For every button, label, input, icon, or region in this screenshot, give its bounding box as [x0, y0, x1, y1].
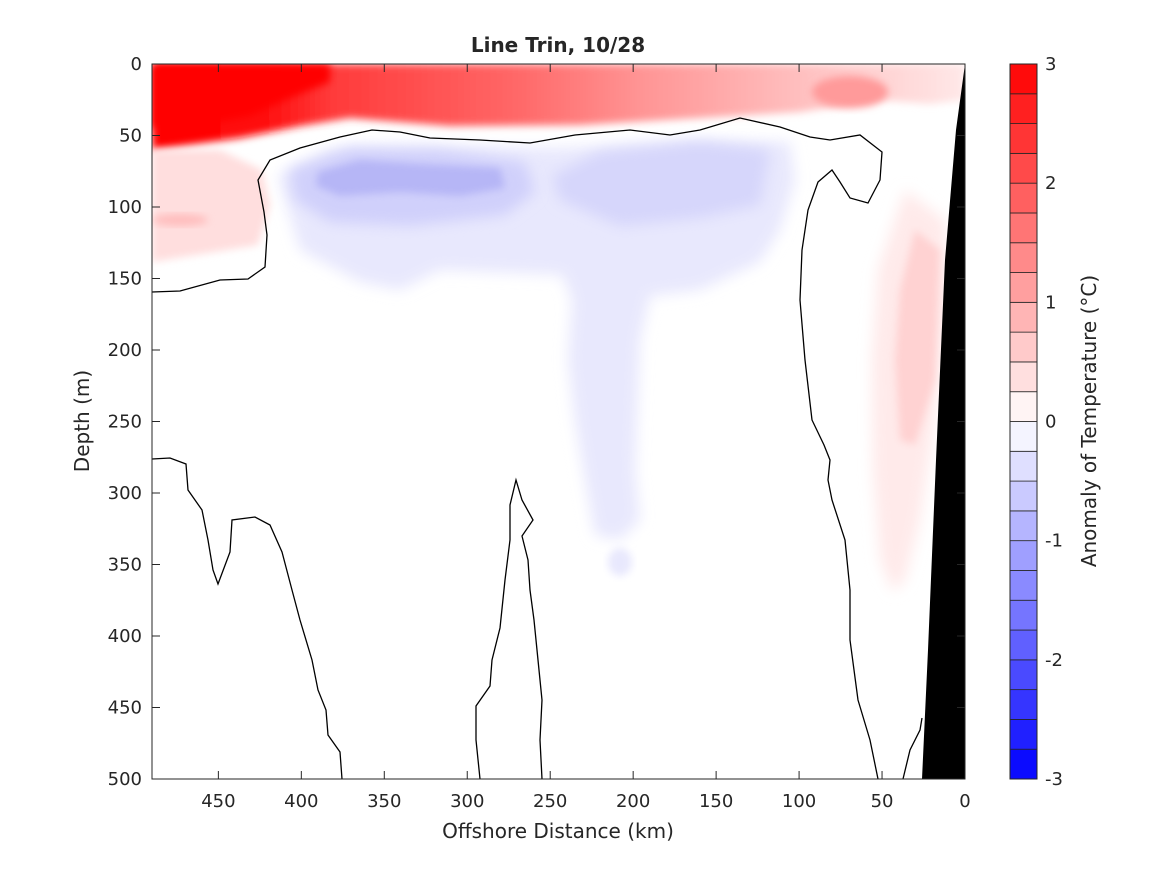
y-tick-label: 150: [108, 269, 142, 290]
x-tick-label: 150: [699, 791, 733, 812]
colorbar-tick-label: 2: [1045, 173, 1056, 194]
bathymetry: [922, 64, 965, 779]
colorbar-tick-label: 1: [1045, 292, 1056, 313]
y-tick-label: 450: [108, 698, 142, 719]
region-cold-core: [316, 160, 505, 196]
colorbar-bin: [1009, 510, 1038, 542]
y-tick-label: 500: [108, 769, 142, 790]
colorbar-bin: [1009, 629, 1038, 661]
y-tick-label: 100: [108, 197, 142, 218]
zero-contour-nearshore: [902, 717, 923, 779]
colorbar-tick-label: -1: [1045, 531, 1063, 552]
region-cold-tongue-tail: [608, 548, 632, 576]
contour-fills: [152, 64, 965, 592]
colorbar-bin: [1009, 391, 1038, 422]
x-tick-label: 300: [450, 791, 484, 812]
colorbar-label: Anomaly of Temperature (°C): [1077, 275, 1101, 567]
y-axis: 0 50 100 150 200 250 300 350 400 450 500: [108, 54, 965, 790]
y-tick-label: 350: [108, 555, 142, 576]
colorbar-bin: [1009, 152, 1038, 184]
colorbar-tick-label: 3: [1045, 54, 1056, 75]
chart-title: Line Trin, 10/28: [471, 33, 645, 57]
zero-contours: [152, 117, 923, 779]
region-offshore-subsurface-warm: [152, 150, 270, 262]
zero-contour-upper: [152, 117, 883, 779]
region-cold-light: [278, 140, 795, 540]
x-tick-label: 100: [782, 791, 816, 812]
x-axis: 450 400 350 300 250 200 150 100 50 0: [201, 64, 971, 812]
colorbar-bin: [1009, 480, 1038, 512]
y-tick-label: 50: [119, 126, 142, 147]
zero-contour-west: [152, 457, 343, 779]
colorbar-bin: [1009, 599, 1038, 631]
colorbar-bin: [1009, 719, 1038, 750]
colorbar-bin: [1009, 242, 1038, 273]
x-tick-label: 0: [959, 791, 970, 812]
colorbar-bin: [1009, 450, 1038, 482]
y-axis-label: Depth (m): [70, 370, 94, 472]
colorbar-bin: [1009, 689, 1038, 720]
y-tick-label: 0: [131, 54, 142, 75]
region-cold-medium-east: [552, 142, 770, 226]
y-tick-label: 400: [108, 626, 142, 647]
x-tick-label: 50: [871, 791, 894, 812]
colorbar-bin: [1009, 123, 1038, 154]
colorbar-tick-label: -3: [1045, 769, 1063, 790]
region-nearshore-deep-warm-core: [895, 230, 940, 445]
colorbar-bin: [1009, 361, 1038, 393]
colorbar-bin: [1009, 748, 1038, 780]
colorbar-bin: [1009, 331, 1038, 363]
x-tick-label: 400: [284, 791, 318, 812]
region-surface-core: [152, 64, 330, 128]
colorbar-bin: [1009, 182, 1038, 214]
colorbar-bin: [1009, 421, 1038, 452]
x-tick-label: 350: [367, 791, 401, 812]
x-tick-label: 450: [201, 791, 235, 812]
colorbar-bin: [1009, 301, 1038, 333]
colorbar-bin: [1009, 63, 1038, 95]
y-tick-label: 200: [108, 340, 142, 361]
region-surface-warm: [152, 64, 965, 150]
colorbar-tick-label: 0: [1045, 412, 1056, 433]
x-axis-label: Offshore Distance (km): [442, 819, 674, 843]
colorbar-bin: [1009, 212, 1038, 244]
y-tick-label: 300: [108, 483, 142, 504]
x-tick-label: 200: [616, 791, 650, 812]
x-tick-label: 250: [533, 791, 567, 812]
region-offshore-subsurface-warm-core: [152, 214, 208, 226]
y-tick-label: 250: [108, 412, 142, 433]
colorbar-bin: [1009, 93, 1038, 124]
colorbar: -3 -2 -1 0 1 2 3: [1009, 54, 1063, 790]
colorbar-bin: [1009, 570, 1038, 601]
zero-contour-middle: [475, 477, 543, 779]
region-nearshore-surface-warm: [812, 76, 888, 108]
colorbar-tick-label: -2: [1045, 650, 1063, 671]
colorbar-border: [1009, 63, 1038, 780]
colorbar-bin: [1009, 272, 1038, 303]
colorbar-bin: [1009, 540, 1038, 571]
colorbar-bin: [1009, 659, 1038, 691]
